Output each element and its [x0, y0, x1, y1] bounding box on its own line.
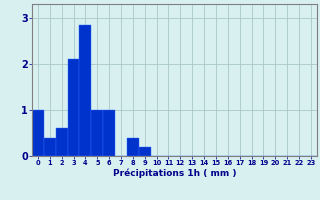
- X-axis label: Précipitations 1h ( mm ): Précipitations 1h ( mm ): [113, 169, 236, 178]
- Bar: [68, 59, 79, 156]
- Bar: [79, 25, 91, 156]
- Bar: [127, 138, 139, 156]
- Bar: [32, 110, 44, 156]
- Bar: [139, 147, 151, 156]
- Bar: [91, 110, 103, 156]
- Bar: [56, 128, 68, 156]
- Bar: [44, 138, 56, 156]
- Bar: [103, 110, 115, 156]
